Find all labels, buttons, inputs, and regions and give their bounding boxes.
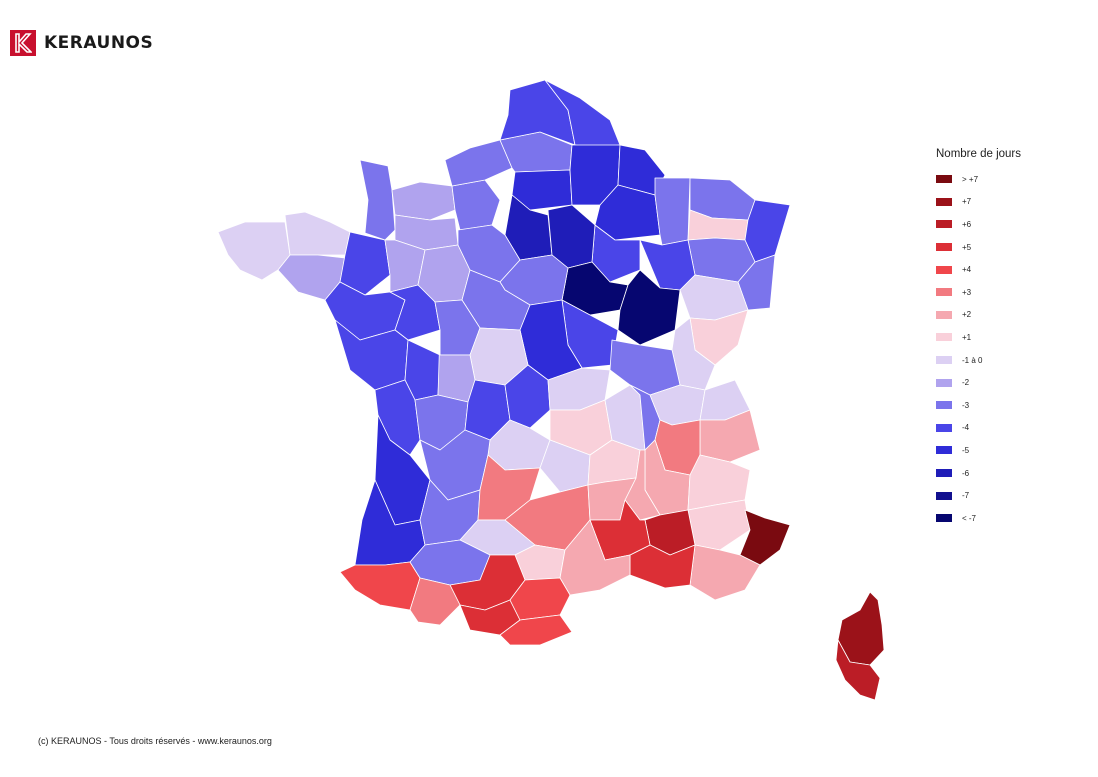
region-manche: [359, 159, 396, 241]
legend-swatch: [936, 491, 952, 500]
legend-swatch: [936, 265, 952, 274]
legend-swatch: [936, 469, 952, 478]
legend-label: -4: [962, 423, 970, 433]
legend-item: -5: [936, 439, 1021, 462]
legend-label: -2: [962, 378, 970, 388]
legend-title: Nombre de jours: [936, 148, 1022, 160]
legend-item: +5: [936, 236, 1021, 259]
legend-items: > +7 +7 +6 +5 +4 +3 +2 +1 -1 à 0 -2 -3 -4 -5 -6 -7 < -7: [936, 168, 1021, 530]
region-meuse: [654, 177, 691, 246]
legend-item: -4: [936, 417, 1021, 440]
legend-item: +3: [936, 281, 1021, 304]
legend-label: -7: [962, 491, 970, 501]
legend: Nombre de jours > +7 +7 +6 +5 +4 +3 +2 +1 -1 à 0…: [936, 148, 1021, 530]
legend-swatch: [936, 333, 952, 342]
legend-swatch: [936, 378, 952, 387]
region-bas-rhin: [744, 199, 791, 263]
legend-swatch: [936, 401, 952, 410]
legend-label: +5: [962, 242, 972, 252]
legend-item: > +7: [936, 168, 1021, 191]
region-var: [689, 544, 761, 601]
region-maine-et-loire: [389, 284, 441, 341]
region-corse-du-sud: [835, 639, 881, 701]
legend-label: > +7: [962, 174, 979, 184]
legend-swatch: [936, 423, 952, 432]
region-pyrenees-orientales: [499, 614, 573, 646]
region-oise: [511, 169, 573, 211]
legend-swatch: [936, 356, 952, 365]
legend-swatch: [936, 288, 952, 297]
copyright-text: (c) KERAUNOS - Tous droits réservés - ww…: [38, 736, 272, 746]
legend-label: -5: [962, 445, 970, 455]
legend-label: +7: [962, 197, 972, 207]
legend-swatch: [936, 514, 952, 523]
legend-swatch: [936, 175, 952, 184]
region-eure: [451, 179, 501, 231]
legend-item: +7: [936, 191, 1021, 214]
legend-swatch: [936, 446, 952, 455]
brand-name: KERAUNOS: [44, 33, 154, 53]
region-seine-maritime: [444, 139, 513, 187]
legend-item: -6: [936, 462, 1021, 485]
region-pyrenees-atlantiques: [339, 561, 421, 611]
legend-label: +3: [962, 287, 972, 297]
legend-swatch: [936, 310, 952, 319]
legend-swatch: [936, 220, 952, 229]
legend-item: -2: [936, 371, 1021, 394]
legend-item: < -7: [936, 507, 1021, 530]
legend-label: -6: [962, 468, 970, 478]
legend-label: < -7: [962, 513, 977, 523]
keraunos-logo-icon: [10, 30, 36, 56]
legend-label: +2: [962, 310, 972, 320]
region-bouches-du-rhone: [629, 544, 696, 589]
region-herault: [559, 519, 631, 596]
region-haut-rhin: [737, 254, 776, 311]
legend-label: +1: [962, 332, 972, 342]
legend-item: +4: [936, 258, 1021, 281]
region-cotes-armor: [284, 211, 351, 256]
legend-item: +2: [936, 304, 1021, 327]
legend-label: -1 à 0: [962, 355, 983, 365]
legend-swatch: [936, 197, 952, 206]
logo: KERAUNOS: [10, 30, 153, 56]
legend-item: -3: [936, 394, 1021, 417]
legend-item: +6: [936, 213, 1021, 236]
region-saone-et-loire: [609, 339, 681, 396]
region-calvados: [391, 181, 456, 221]
legend-label: +4: [962, 265, 972, 275]
region-alpes-maritimes: [739, 509, 791, 566]
legend-swatch: [936, 243, 952, 252]
legend-item: +1: [936, 326, 1021, 349]
legend-label: +6: [962, 219, 972, 229]
legend-item: -1 à 0: [936, 349, 1021, 372]
legend-item: -7: [936, 484, 1021, 507]
legend-label: -3: [962, 400, 970, 410]
